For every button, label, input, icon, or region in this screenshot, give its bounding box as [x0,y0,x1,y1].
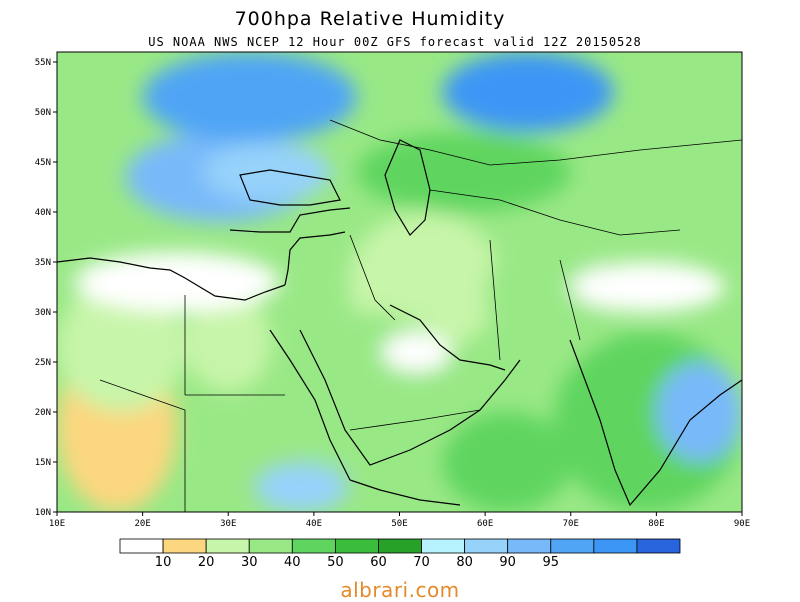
colorbar-swatch [248,538,293,554]
lon-tick-label: 40E [306,519,322,529]
lon-tick-label: 10E [49,519,65,529]
coastline-caspian [384,139,431,236]
lon-tick-label: 80E [648,519,664,529]
lon-tick-label: 70E [563,519,579,529]
humidity-region [57,282,186,412]
colorbar-label: 60 [370,555,387,570]
lon-tick-label: 50E [391,519,407,529]
coastline-africa-horn [349,479,461,506]
coastline-black-sea [239,169,341,206]
lat-tick-label: 40N [35,208,51,218]
coastline-red-sea [269,329,351,481]
humidity-region [442,412,571,512]
lat-tick-label: 50N [35,108,51,118]
humidity-region [253,462,349,512]
lat-tick-label: 15N [35,458,51,468]
border-iran-iraq [349,234,396,321]
colorbar-label: 70 [413,555,430,570]
border-sahara [99,379,186,512]
border-kazakhstan [429,189,681,236]
colorbar-swatch [464,538,509,554]
colorbar-swatch [291,538,336,554]
colorbar-swatch [421,538,466,554]
lon-tick-label: 60E [477,519,493,529]
lat-tick-label: 30N [35,308,51,318]
humidity-region [570,262,725,312]
coastline-persian-gulf [389,304,506,371]
colorbar-label: 40 [284,555,301,570]
humidity-region [485,232,614,362]
humidity-region [185,292,272,392]
humidity-region [382,332,451,372]
humidity-region [202,142,331,202]
coastline-levant [284,231,346,286]
border-iran-afghanistan [489,239,501,361]
border-russia [329,119,742,166]
colorbar-label: 20 [198,555,215,570]
colorbar-swatch [636,538,681,554]
lat-tick-label: 55N [35,58,51,68]
colorbar-swatch [205,538,250,554]
colorbar-label: 50 [327,555,344,570]
colorbar-label: 80 [456,555,473,570]
colorbar-swatch [162,538,207,554]
colorbar-swatch [593,538,638,554]
colorbar-label: 10 [155,555,172,570]
country-borders [99,119,742,512]
border-saudi-yemen [349,409,481,431]
humidity-region [271,312,468,462]
chart-subtitle: US NOAA NWS NCEP 12 Hour 00Z GFS forecas… [148,35,642,49]
humidity-region [142,52,357,142]
colorbar-swatch [550,538,595,554]
colorbar-label: 30 [241,555,258,570]
credit-label: albrari.com [340,578,460,602]
lat-tick-label: 35N [35,258,51,268]
coastline-turkey [229,207,351,233]
colorbar-swatch [378,538,422,554]
colorbar-swatch [507,538,552,554]
coastline-mediterranean [57,257,286,301]
lon-tick-label: 20E [134,519,150,529]
humidity-region [442,52,614,132]
coastlines [57,139,742,507]
border-pakistan-india [559,259,581,341]
lon-tick-label: 30E [220,519,236,529]
chart-title: 700hpa Relative Humidity [234,8,506,30]
colorbar-swatch [334,538,379,554]
humidity-region [356,132,571,212]
colorbar-swatch [119,538,164,554]
lat-tick-label: 45N [35,158,51,168]
coastline-india [569,339,742,507]
colorbar-label: 90 [499,555,516,570]
humidity-field [57,52,742,512]
lat-tick-label: 20N [35,408,51,418]
lon-tick-label: 90E [734,519,750,529]
colorbar-label: 95 [542,555,559,570]
lat-tick-label: 25N [35,358,51,368]
lat-tick-label: 10N [35,508,51,518]
colorbar: 10 20 30 40 50 60 70 80 90 95 [119,538,681,570]
coastline-arabia [299,329,521,466]
humidity-region [74,252,280,312]
axis-ticks: 10E 20E 30E 40E 50E 60E 70E 80E 90E 55N 50N 45N 40N 3… [35,58,750,529]
